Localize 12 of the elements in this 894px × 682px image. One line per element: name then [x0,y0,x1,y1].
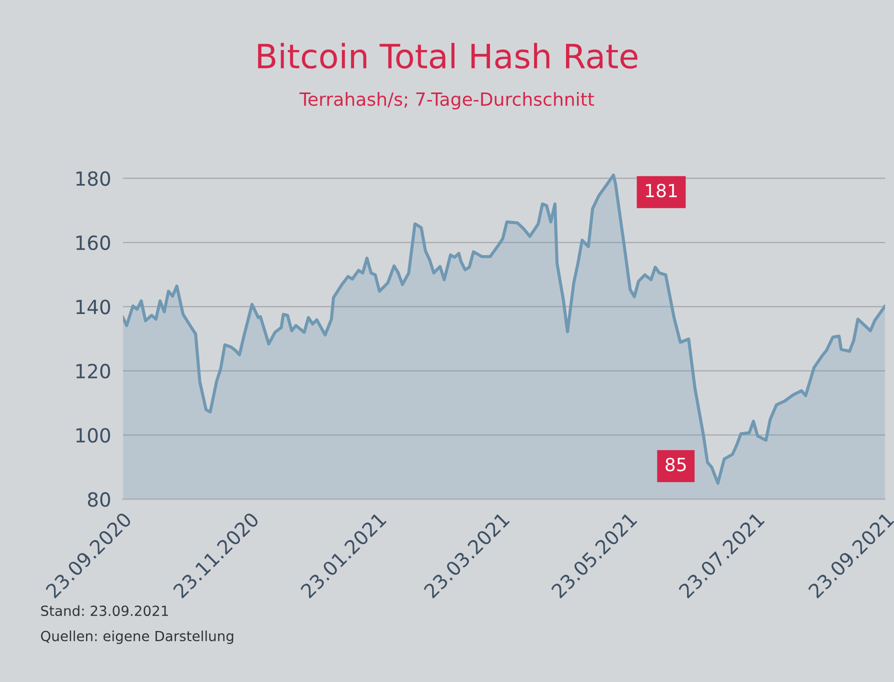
y-tick-label: 80 [88,492,110,507]
y-tick-label: 100 [76,428,110,443]
y-tick-label: 160 [76,235,110,250]
chart-subtitle: Terrahash/s; 7-Tage-Durchschnitt [299,92,594,110]
y-tick-label: 120 [76,364,110,379]
source-note: Quellen: eigene Darstellung [41,630,234,644]
text: Stand: 23.09.2021 [41,605,168,616]
annotation: 181 [646,184,677,198]
chart-title: Bitcoin Total Hash Rate [258,42,638,69]
y-tick-label: 140 [76,300,110,314]
annotation: 85 [666,458,686,472]
y-tick-label: 180 [76,171,110,186]
